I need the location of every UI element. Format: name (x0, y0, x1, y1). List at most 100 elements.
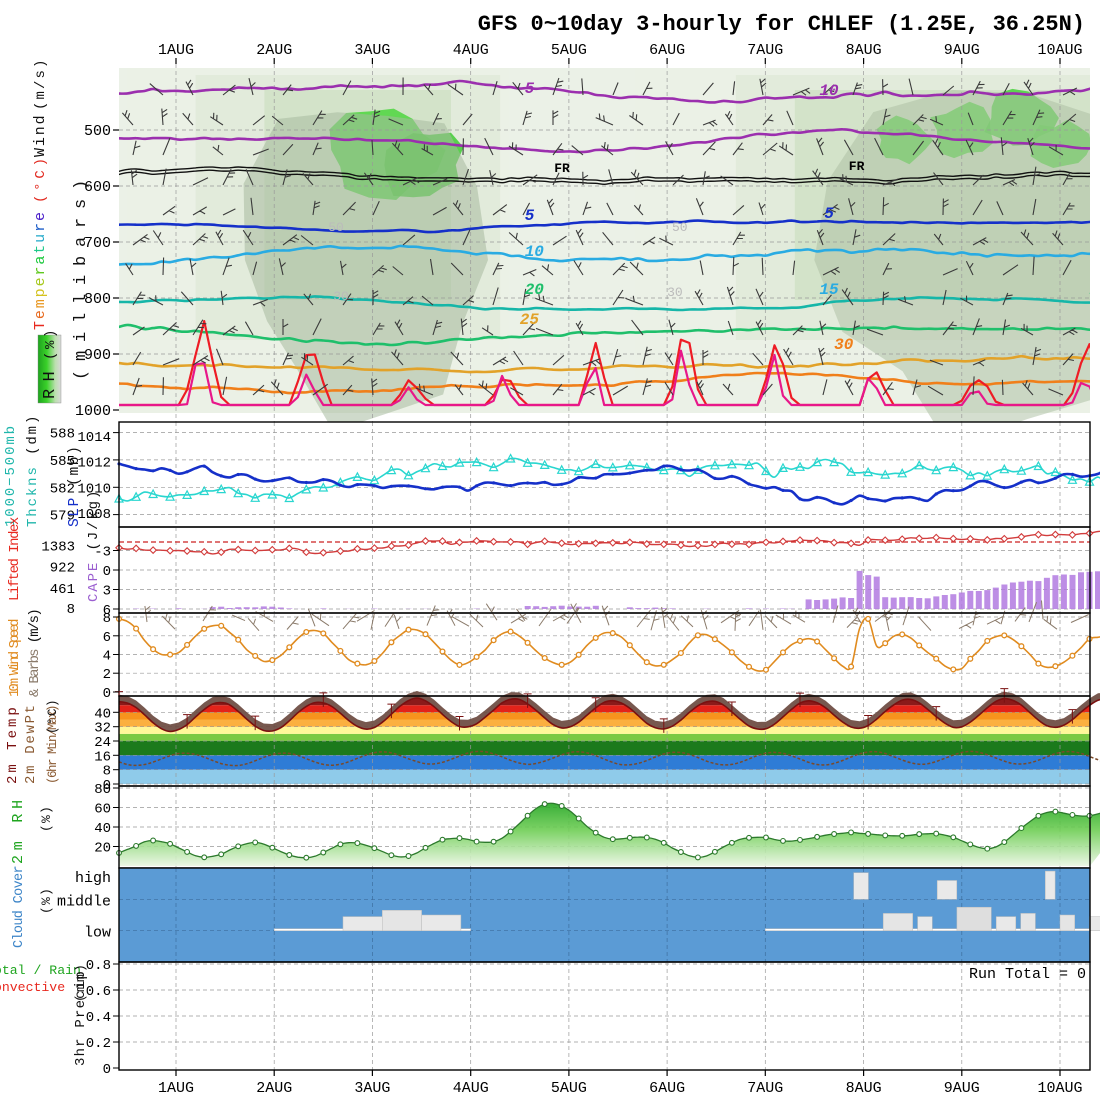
svg-text:24: 24 (94, 735, 111, 751)
svg-text:0: 0 (3, 457, 19, 465)
svg-text:0: 0 (103, 564, 111, 580)
svg-text:1000: 1000 (75, 403, 111, 420)
svg-text:E: E (86, 563, 102, 571)
svg-text:r: r (12, 865, 27, 873)
svg-text:0: 0 (103, 686, 111, 702)
svg-text:n: n (25, 477, 41, 485)
svg-text:J: J (86, 532, 102, 540)
svg-text:588: 588 (50, 427, 75, 443)
svg-text:b: b (67, 456, 83, 465)
svg-text:(: ( (39, 824, 54, 832)
svg-text:(: ( (72, 370, 91, 380)
svg-text:(: ( (33, 102, 49, 110)
svg-text:middle: middle (57, 893, 111, 910)
svg-text:a: a (72, 237, 91, 247)
svg-text:): ) (33, 158, 49, 166)
svg-text:922: 922 (50, 561, 75, 577)
svg-text:10: 10 (819, 82, 839, 100)
svg-text:r: r (46, 758, 60, 766)
svg-text:R: R (10, 814, 27, 823)
svg-text:0.6: 0.6 (86, 984, 111, 1000)
svg-text:T: T (5, 741, 21, 749)
svg-text:high: high (75, 870, 111, 887)
svg-text:°: ° (33, 182, 49, 190)
svg-text:2: 2 (103, 667, 111, 683)
svg-text:A: A (86, 583, 102, 592)
svg-text:40: 40 (94, 821, 111, 837)
svg-text:%: % (39, 897, 54, 905)
svg-text:9AUG: 9AUG (944, 42, 980, 59)
svg-text:60: 60 (94, 802, 111, 818)
svg-text:500: 500 (84, 123, 111, 140)
svg-text:m: m (25, 426, 41, 434)
svg-text:1AUG: 1AUG (158, 42, 194, 59)
svg-text:Convective: Convective (0, 980, 65, 995)
svg-text:C: C (33, 170, 49, 178)
svg-text:50: 50 (672, 220, 688, 235)
svg-text:e: e (32, 310, 49, 319)
svg-text:b: b (3, 426, 19, 434)
svg-text:30: 30 (667, 285, 683, 300)
svg-text:(: ( (25, 446, 41, 454)
svg-text:d: d (25, 436, 41, 444)
svg-text:H: H (41, 371, 60, 381)
svg-text:2: 2 (5, 776, 21, 784)
svg-text:4AUG: 4AUG (453, 42, 489, 59)
svg-text:5: 5 (824, 205, 834, 223)
svg-text:T: T (32, 321, 49, 330)
svg-text:(: ( (39, 906, 54, 914)
svg-text:H: H (10, 800, 27, 809)
svg-text:): ) (27, 608, 43, 616)
svg-text:10AUG: 10AUG (1037, 42, 1082, 59)
svg-text:i: i (72, 275, 91, 285)
svg-text:10: 10 (525, 243, 545, 261)
svg-text:p: p (5, 707, 21, 715)
svg-text:d: d (7, 618, 23, 626)
svg-text:e: e (23, 735, 39, 743)
svg-text:h: h (73, 1048, 89, 1056)
svg-text:32: 32 (94, 721, 111, 737)
svg-text:5: 5 (3, 467, 19, 475)
svg-text:8: 8 (103, 611, 111, 627)
svg-text:g: g (86, 501, 102, 509)
svg-text:W: W (32, 148, 49, 157)
svg-text:m: m (10, 841, 27, 850)
svg-text:%: % (39, 815, 54, 823)
svg-text:°: ° (46, 717, 60, 725)
svg-text:P: P (67, 498, 83, 507)
svg-text:r: r (72, 218, 91, 228)
svg-text:l: l (72, 313, 91, 323)
svg-text:15: 15 (819, 281, 839, 299)
svg-text:s: s (27, 648, 43, 656)
svg-text:): ) (39, 806, 54, 814)
svg-text:P: P (73, 1019, 89, 1027)
svg-text:0: 0 (3, 508, 19, 516)
svg-text:R: R (41, 389, 60, 399)
svg-text:m: m (73, 974, 88, 982)
svg-text:m: m (32, 299, 49, 308)
svg-text:m: m (73, 984, 88, 992)
svg-text:3: 3 (73, 1058, 89, 1066)
svg-text:e: e (5, 730, 21, 738)
svg-text:0: 0 (3, 498, 19, 506)
svg-text:C: C (46, 708, 60, 716)
svg-text:m: m (3, 436, 19, 444)
svg-text:0.4: 0.4 (86, 1010, 111, 1026)
svg-text:4AUG: 4AUG (453, 1080, 489, 1097)
svg-text:2AUG: 2AUG (256, 1080, 292, 1097)
svg-text:5AUG: 5AUG (551, 1080, 587, 1097)
svg-text:u: u (32, 234, 49, 243)
svg-text:w: w (23, 725, 39, 734)
svg-text:d: d (7, 651, 23, 659)
svg-text:m: m (67, 467, 83, 476)
svg-text:): ) (67, 446, 83, 455)
svg-text:k: k (86, 511, 102, 519)
svg-text:D: D (23, 745, 39, 753)
svg-text:5AUG: 5AUG (551, 42, 587, 59)
svg-text:m: m (5, 719, 21, 727)
svg-text:0.2: 0.2 (86, 1036, 111, 1052)
svg-text:e: e (32, 277, 49, 286)
svg-text:m: m (72, 351, 91, 361)
svg-text:Run Total = 0: Run Total = 0 (969, 966, 1086, 983)
svg-text:30: 30 (333, 289, 349, 304)
